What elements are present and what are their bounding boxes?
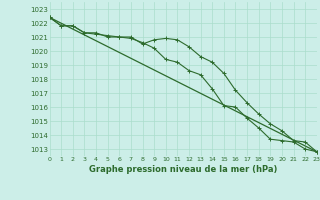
X-axis label: Graphe pression niveau de la mer (hPa): Graphe pression niveau de la mer (hPa) — [89, 165, 277, 174]
